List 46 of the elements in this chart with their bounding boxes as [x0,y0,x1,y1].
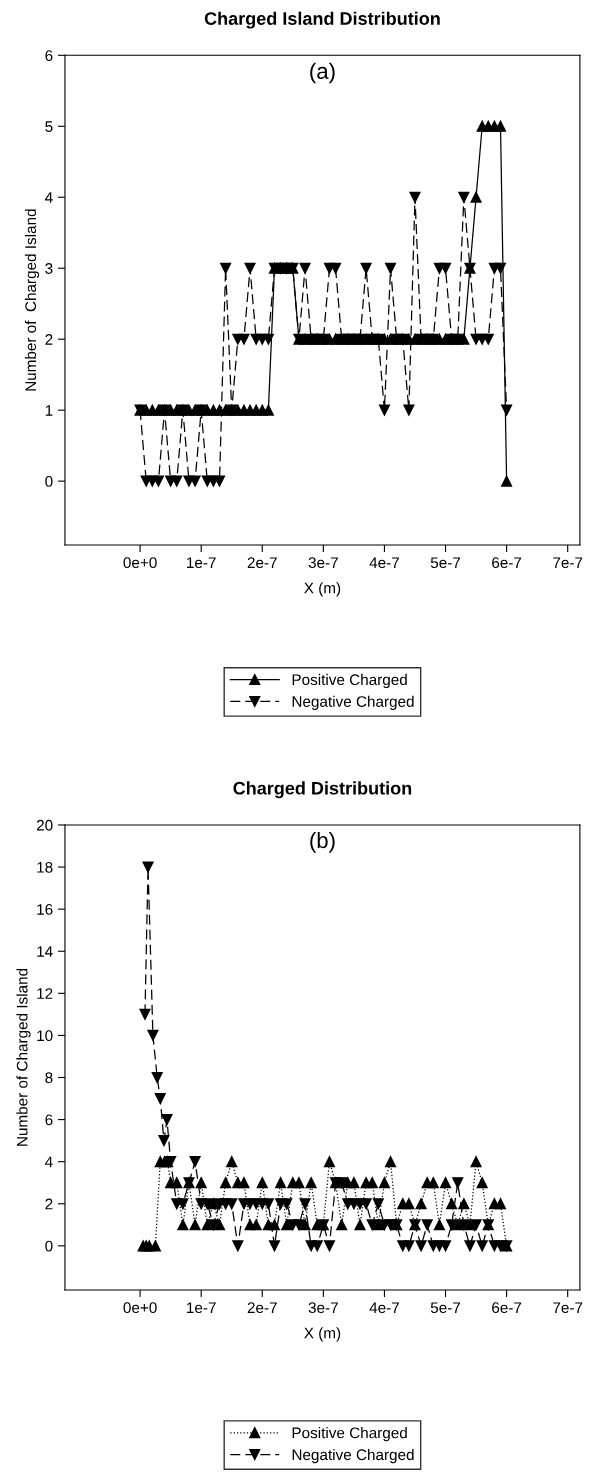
y-tick-label: 2 [45,1198,53,1210]
x-tick-label: 5e-7 [430,557,461,569]
y-tick-label: 18 [37,861,53,873]
x-tick-label: 3e-7 [308,557,338,569]
legend-label: Negative Charged [292,695,414,710]
y-tick-label: 5 [45,121,53,132]
y-tick-label: 14 [37,946,53,957]
annotation: (b) [310,831,335,853]
y-axis-title: Number of Charged Island [24,209,40,391]
x-tick-label: 7e-7 [553,557,583,569]
x-tick-label: 1e-7 [187,557,216,569]
y-tick-label: 0 [45,476,53,487]
x-tick-label: 2e-7 [247,557,277,569]
x-tick-label: 0e+0 [123,557,157,569]
x-tick-label: 1e-7 [187,1302,216,1314]
x-tick-label: 0e+0 [123,1302,157,1314]
legend-label: Negative Charged [292,1448,414,1464]
y-tick-label: 12 [37,988,53,999]
y-tick-label: 2 [45,334,53,345]
y-tick-label: 6 [45,50,53,61]
y-tick-label: 6 [45,1114,53,1126]
x-tick-label: 7e-7 [553,1302,583,1314]
y-tick-label: 3 [45,263,53,274]
x-tick-label: 3e-7 [308,1302,338,1314]
x-tick-label: 6e-7 [492,1302,522,1314]
y-tick-label: 10 [37,1030,53,1042]
y-tick-label: 4 [45,1156,53,1168]
x-axis-title: X (m) [304,582,341,597]
y-tick-label: 8 [45,1072,53,1084]
chart-title: Charged Distribution [233,781,412,799]
x-tick-label: 4e-7 [369,1302,399,1314]
y-tick-label: 16 [37,904,53,915]
x-tick-label: 6e-7 [492,557,522,569]
annotation: (a) [310,62,335,84]
y-tick-label: 0 [45,1240,53,1252]
y-tick-label: 1 [45,405,53,416]
x-tick-label: 5e-7 [430,1302,461,1314]
y-tick-label: 4 [45,192,53,203]
x-tick-label: 4e-7 [369,557,399,569]
legend-label: Positive Charged [292,1427,407,1442]
legend-label: Positive Charged [292,673,407,689]
x-axis-title: X (m) [304,1327,341,1342]
chart-title: Charged Island Distribution [204,11,440,29]
y-axis-title: Number of Charged Island [16,968,31,1146]
x-tick-label: 2e-7 [247,1302,277,1314]
y-tick-label: 20 [36,819,53,831]
